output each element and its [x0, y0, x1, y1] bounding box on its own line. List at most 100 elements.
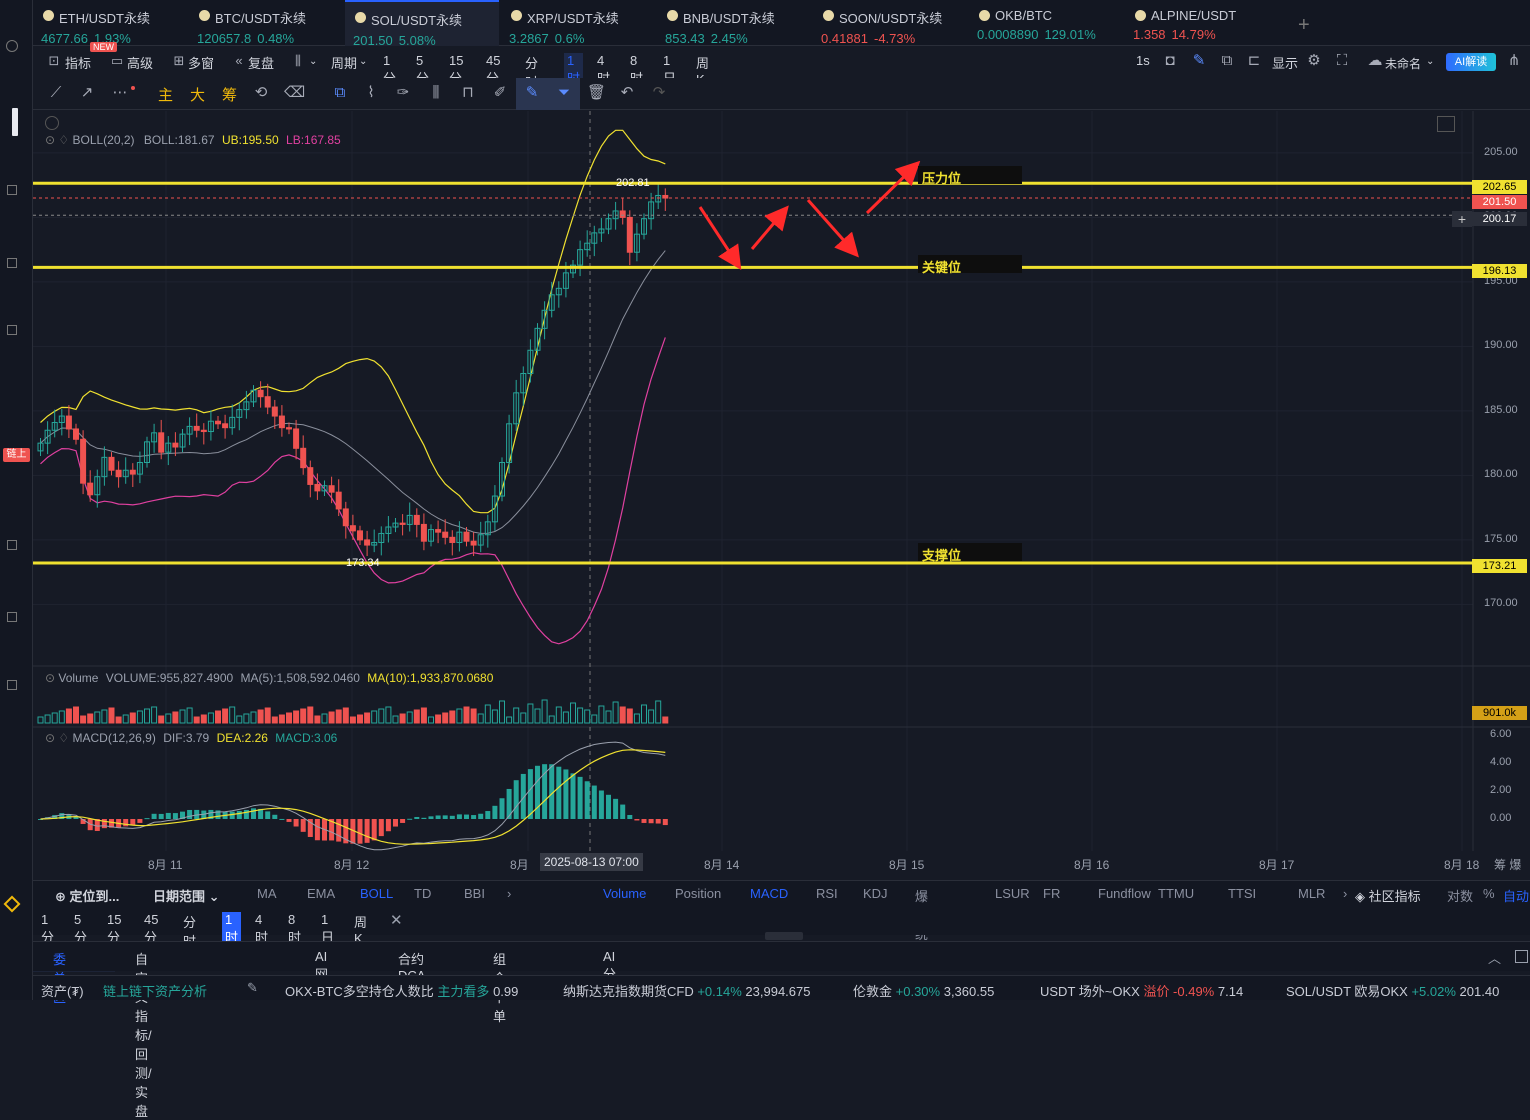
candle[interactable]: [641, 218, 647, 235]
candle[interactable]: [520, 372, 527, 394]
symbol-tab[interactable]: BNB/USDT永续 853.43 2.45%: [657, 0, 811, 46]
candle[interactable]: [527, 349, 534, 374]
candle[interactable]: [87, 482, 94, 496]
candle[interactable]: [307, 467, 314, 485]
candle[interactable]: [413, 514, 420, 525]
main-ind-boll[interactable]: BOLL: [360, 886, 394, 901]
chip-tool[interactable]: 筹: [222, 87, 238, 104]
undo-icon[interactable]: ↶: [620, 84, 634, 101]
candle[interactable]: [612, 210, 619, 220]
candle[interactable]: [357, 530, 363, 541]
community-indicator[interactable]: ◈ 社区指标: [1355, 889, 1421, 904]
candle[interactable]: [626, 216, 633, 253]
candle[interactable]: [442, 531, 449, 538]
sub-ind-8[interactable]: Fundflow: [1098, 886, 1151, 901]
candle[interactable]: [506, 423, 513, 463]
pencil-icon[interactable]: ✎: [1192, 52, 1206, 69]
ray-tool-icon[interactable]: ↗: [80, 84, 94, 101]
candle[interactable]: [257, 389, 264, 398]
candle[interactable]: [115, 469, 122, 478]
candle[interactable]: [456, 531, 463, 543]
candle[interactable]: [172, 442, 179, 448]
ai-interpret-button[interactable]: AI解读: [1446, 53, 1496, 71]
chevron-down-icon[interactable]: ⌄: [1426, 56, 1435, 67]
candle[interactable]: [101, 456, 108, 478]
chat-icon[interactable]: [7, 540, 17, 550]
fullscreen-icon[interactable]: ⛶: [1336, 52, 1348, 69]
rights-icon[interactable]: [7, 612, 17, 622]
candle[interactable]: [278, 415, 285, 429]
candle[interactable]: [598, 228, 605, 234]
more-icon[interactable]: [7, 680, 17, 690]
candle[interactable]: [484, 521, 491, 536]
camera-icon[interactable]: ◘: [1165, 52, 1175, 69]
candle[interactable]: [392, 522, 399, 528]
period-button[interactable]: 周期: [331, 56, 358, 71]
candle[interactable]: [44, 429, 51, 444]
sub-ind-4[interactable]: KDJ: [863, 886, 888, 901]
ticker-btc-ratio[interactable]: OKX-BTC多空持仓人数比 主力看多 0.99: [285, 984, 519, 999]
sub-ind-0[interactable]: Volume: [603, 886, 647, 901]
candle[interactable]: [385, 526, 392, 534]
more-tools-icon[interactable]: ⋯: [112, 84, 128, 101]
candle[interactable]: [364, 539, 371, 546]
ticker-sol[interactable]: SOL/USDT 欧易OKX +5.02% 201.40: [1286, 984, 1500, 999]
candle[interactable]: [236, 409, 243, 418]
multiwindow-button[interactable]: 多窗: [188, 56, 215, 71]
candle[interactable]: [371, 541, 378, 546]
chart-type-icon[interactable]: ⫼: [295, 53, 301, 68]
candle[interactable]: [541, 309, 548, 329]
symbol-tab[interactable]: ALPINE/USDT 1.358 14.79%: [1125, 0, 1279, 46]
candle[interactable]: [80, 438, 87, 484]
candle[interactable]: [420, 523, 427, 542]
candle[interactable]: [648, 201, 655, 220]
symbol-tab[interactable]: ETH/USDT永续 4677.66 1.93%: [33, 0, 187, 46]
candle[interactable]: [499, 462, 505, 497]
candle[interactable]: [342, 508, 349, 527]
candle[interactable]: [477, 534, 484, 546]
candle[interactable]: [122, 469, 129, 478]
candle[interactable]: [619, 210, 626, 218]
sub-ind-6[interactable]: LSUR: [995, 886, 1030, 901]
candle[interactable]: [158, 432, 165, 453]
candle[interactable]: [591, 232, 598, 244]
expand-icon[interactable]: [1437, 116, 1455, 132]
candle[interactable]: [605, 218, 612, 230]
candle[interactable]: [584, 242, 591, 251]
panel-resize-handle[interactable]: [765, 932, 803, 940]
candle[interactable]: [250, 389, 257, 403]
candle[interactable]: [229, 416, 236, 429]
candle[interactable]: [165, 442, 172, 453]
chevron-down-icon[interactable]: ⌄: [359, 56, 368, 67]
main-ind-ema[interactable]: EMA: [307, 886, 336, 901]
candle[interactable]: [428, 529, 434, 542]
candle[interactable]: [271, 406, 278, 417]
gear-icon[interactable]: ⚙: [1307, 52, 1321, 69]
display-button[interactable]: 显示: [1272, 56, 1299, 71]
candle[interactable]: [349, 525, 356, 532]
candle[interactable]: [570, 264, 576, 274]
line-tool-icon[interactable]: ⟋: [50, 84, 62, 101]
candle[interactable]: [65, 415, 72, 430]
symbol-tab[interactable]: SOL/USDT永续 201.50 5.08%: [345, 0, 499, 48]
candle[interactable]: [200, 429, 207, 433]
candle[interactable]: [328, 485, 335, 493]
candle[interactable]: [534, 327, 541, 351]
chevron-right-icon[interactable]: ›: [1343, 886, 1348, 901]
close-icon[interactable]: ✕: [390, 912, 403, 929]
time-icon[interactable]: [7, 258, 17, 268]
axis-settings-label[interactable]: 筹 爆: [1494, 858, 1522, 872]
candle[interactable]: [655, 194, 662, 203]
candle[interactable]: [406, 514, 413, 525]
candle[interactable]: [193, 425, 200, 431]
price-chart[interactable]: [33, 111, 1530, 881]
sub-ind-7[interactable]: FR: [1043, 886, 1061, 901]
sub-ind-10[interactable]: TTSI: [1228, 886, 1257, 901]
symbol-tab[interactable]: BTC/USDT永续 120657.8 0.48%: [189, 0, 343, 46]
candle[interactable]: [562, 272, 569, 289]
candle[interactable]: [136, 462, 143, 475]
copy-icon[interactable]: ⧉: [1221, 52, 1233, 69]
candle[interactable]: [179, 433, 186, 448]
home-icon[interactable]: [6, 40, 18, 52]
candle[interactable]: [577, 249, 584, 266]
